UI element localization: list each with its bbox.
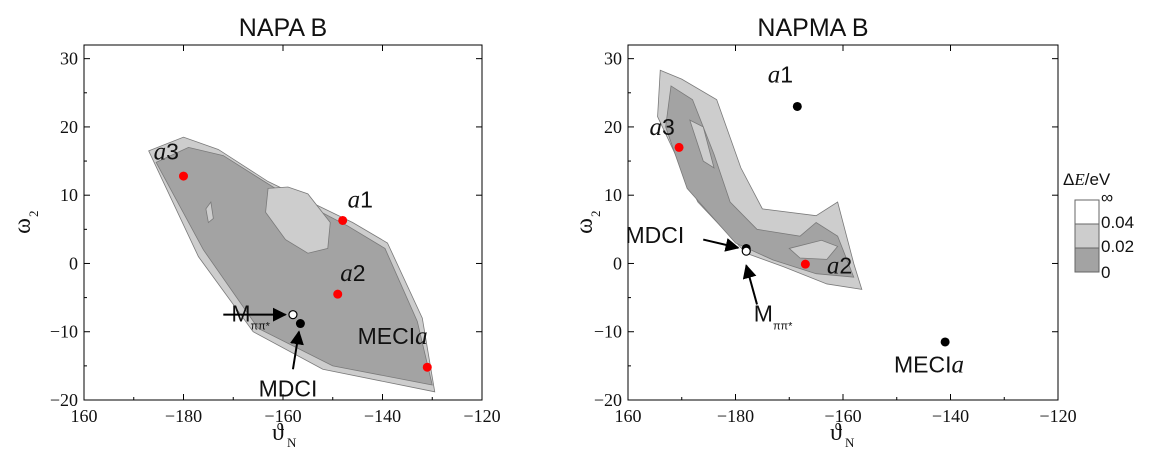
label-a2: a2 (340, 260, 365, 287)
legend-level-002: 0.02 (1101, 237, 1134, 256)
svg-text:2: 2 (26, 211, 41, 218)
svg-text:ϑ: ϑ (830, 420, 842, 446)
label-MECIa: MECIa (894, 352, 964, 379)
point-a3 (674, 142, 684, 152)
legend: ΔE/eV ∞ 0.04 0.02 0 (1063, 170, 1134, 282)
legend-level-inf: ∞ (1101, 188, 1113, 207)
x-tick-label: 160 (615, 406, 642, 426)
svg-text:ϑ: ϑ (272, 420, 284, 446)
x-tick-label: −180 (717, 406, 754, 426)
label-a3: a3 (154, 139, 179, 166)
point-Mpipi (288, 310, 298, 320)
point-a1 (338, 215, 348, 225)
label-a2: a2 (827, 253, 852, 280)
x-tick-label: −180 (165, 406, 202, 426)
data-points (674, 101, 950, 347)
legend-title: ΔE/eV (1063, 170, 1111, 189)
y-tick-label: −10 (594, 322, 622, 342)
y-tick-label: −10 (50, 322, 78, 342)
arrow (703, 238, 740, 252)
label-MDCI: MDCI (259, 376, 318, 402)
y-axis-label: ω 2 (10, 211, 41, 234)
point-a3 (179, 171, 188, 181)
point-MDCI (295, 319, 305, 329)
legend-level-004: 0.04 (1101, 213, 1134, 232)
x-tick-label: −160 (264, 406, 301, 426)
x-tick-label: 160 (71, 406, 98, 426)
x-tick-label: −140 (364, 406, 401, 426)
y-tick-label: 0 (69, 253, 78, 273)
y-axis-label: ω 2 (572, 211, 603, 234)
label-Mpipi: Mππ* (231, 300, 270, 332)
arrow (742, 264, 758, 305)
point-MECIa (422, 362, 432, 372)
svg-text:N: N (845, 435, 855, 450)
y-tick-label: 20 (604, 117, 622, 137)
contour-regions (148, 136, 436, 393)
label-a1: a1 (768, 62, 793, 89)
point-labels: a3 a1 a2 MECIa MDCI Mππ* (154, 139, 428, 402)
x-axis-label: ϑ N (830, 420, 855, 450)
data-points (179, 171, 432, 372)
label-a1: a1 (348, 186, 373, 213)
contour-region (265, 186, 331, 254)
legend-level-0: 0 (1101, 263, 1110, 282)
point-a2 (800, 259, 810, 269)
y-tick-label: 10 (604, 185, 622, 205)
label-MDCI: MDCI (625, 222, 684, 248)
label-Mpipi: Mππ* (754, 300, 793, 332)
point-a2 (333, 289, 343, 299)
chart-title: NAPA B (239, 14, 327, 42)
panel-napma-b: NAPMA B 160 −180 −160 −140 −120 30 20 10 0 −10 −20… (572, 14, 1077, 450)
y-tick-label: −20 (50, 390, 78, 410)
contour-region (689, 119, 715, 169)
label-a3: a3 (650, 114, 675, 141)
axis-ticks: 160 −180 −160 −140 −120 30 20 10 0 −10 −20 (50, 45, 501, 426)
label-MECIa: MECIa (358, 323, 428, 350)
contour-region (205, 200, 214, 224)
svg-text:ω: ω (572, 218, 598, 234)
y-tick-label: 0 (613, 253, 622, 273)
axis-ticks: 160 −180 −160 −140 −120 30 20 10 0 −10 −20 (594, 45, 1077, 426)
svg-text:N: N (287, 435, 297, 450)
x-tick-label: −120 (1039, 406, 1076, 426)
y-tick-label: 30 (604, 49, 622, 69)
point-MECIa (940, 337, 950, 347)
y-tick-label: 30 (60, 49, 78, 69)
legend-swatch-white (1074, 199, 1100, 225)
chart-title: NAPMA B (757, 14, 868, 42)
point-a1 (792, 101, 802, 111)
y-tick-label: 20 (60, 117, 78, 137)
contour-regions (657, 69, 863, 290)
x-tick-label: −140 (932, 406, 969, 426)
y-tick-label: −20 (594, 390, 622, 410)
x-tick-label: −160 (824, 406, 861, 426)
panel-napa-b: NAPA B 160 −180 −160 −140 −1203020100−10−20 … (10, 14, 501, 450)
svg-text:ω: ω (10, 218, 36, 234)
y-tick-label: 10 (60, 185, 78, 205)
point-Mpipi (741, 246, 751, 256)
contour-region (788, 239, 839, 260)
x-tick-label: −120 (463, 406, 500, 426)
legend-swatch-dark (1074, 247, 1100, 273)
legend-swatch-light (1074, 223, 1100, 249)
arrow (290, 330, 304, 370)
contour-region (665, 85, 855, 278)
point-labels: a1 a3 MDCI Mππ* a2 MECIa (625, 62, 964, 379)
svg-text:2: 2 (588, 211, 603, 218)
x-axis-label: ϑ N (272, 420, 297, 450)
